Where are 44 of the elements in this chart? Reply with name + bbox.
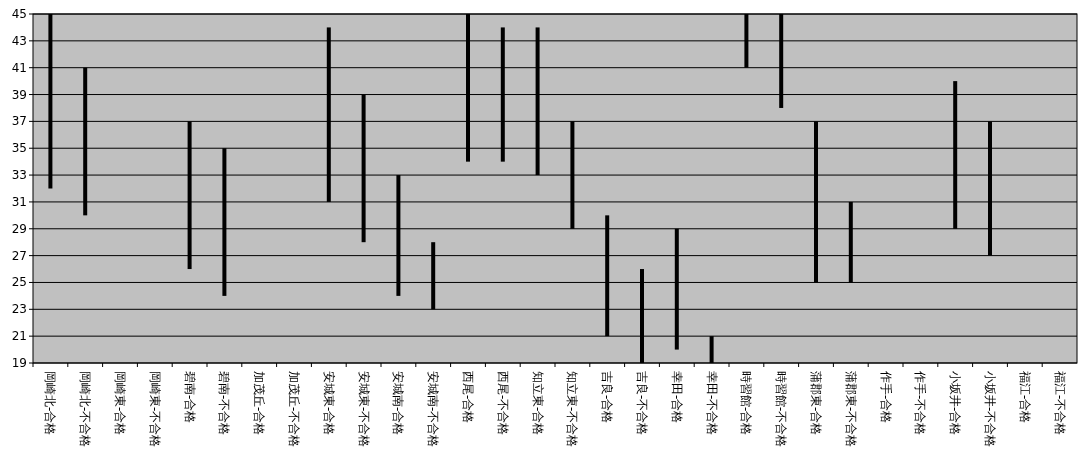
x-tick-label: 小坂井-合格 [948, 371, 963, 436]
x-tick-label: 時習館-不合格 [774, 371, 789, 448]
y-tick-label: 31 [11, 194, 27, 209]
x-tick-label: 小坂井-不合格 [983, 371, 997, 448]
x-tick-label: 安城東-不合格 [356, 371, 371, 448]
y-tick-label: 39 [11, 87, 27, 102]
x-tick-label: 幸田-合格 [669, 371, 684, 424]
x-tick-label: 福江-合格 [1017, 371, 1032, 424]
x-tick-label: 知立東-不合格 [565, 371, 580, 448]
x-tick-label: 安城東-合格 [321, 371, 336, 436]
x-tick-label: 安城南-不合格 [426, 371, 441, 448]
y-tick-label: 35 [11, 141, 27, 156]
y-tick-label: 43 [11, 33, 27, 48]
x-tick-label: 西尾-不合格 [495, 371, 510, 436]
x-tick-label: 岡崎東-不合格 [147, 371, 162, 448]
y-tick-label: 21 [11, 329, 27, 344]
x-tick-label: 安城南-合格 [391, 371, 406, 436]
x-tick-label: 作手-合格 [878, 370, 893, 424]
x-tick-label: 蒲郡東-合格 [809, 371, 823, 436]
y-tick-label: 23 [11, 302, 27, 317]
x-tick-label: 蒲郡東-不合格 [843, 371, 858, 448]
x-tick-label: 吉良-不合格 [635, 371, 649, 436]
x-tick-label: 西尾-合格 [461, 371, 475, 424]
x-tick-label: 福江-不合格 [1052, 371, 1067, 436]
x-tick-label: 岡崎北-不合格 [78, 371, 93, 448]
x-tick-label: 碧南-合格 [182, 371, 197, 424]
x-tick-label: 岡崎北-合格 [43, 371, 58, 436]
x-tick-label: 加茂丘-合格 [252, 371, 267, 436]
x-tick-label: 知立東-合格 [530, 371, 545, 436]
x-tick-label: 加茂丘-不合格 [287, 371, 301, 448]
y-tick-label: 45 [11, 7, 27, 21]
y-tick-label: 41 [11, 60, 27, 75]
x-tick-label: 時習館-合格 [739, 371, 754, 436]
x-tick-label: 幸田-不合格 [704, 371, 719, 436]
y-tick-label: 29 [11, 221, 27, 236]
y-tick-label: 27 [11, 248, 27, 263]
y-tick-label: 37 [11, 114, 27, 129]
x-tick-label: 岡崎東-合格 [113, 371, 127, 436]
y-tick-label: 19 [11, 356, 27, 370]
x-tick-label: 碧南-不合格 [217, 371, 232, 436]
x-tick-label: 作手-不合格 [913, 370, 928, 436]
y-tick-label: 25 [11, 275, 27, 290]
x-tick-label: 吉良-合格 [600, 371, 615, 424]
y-tick-label: 33 [11, 168, 27, 183]
